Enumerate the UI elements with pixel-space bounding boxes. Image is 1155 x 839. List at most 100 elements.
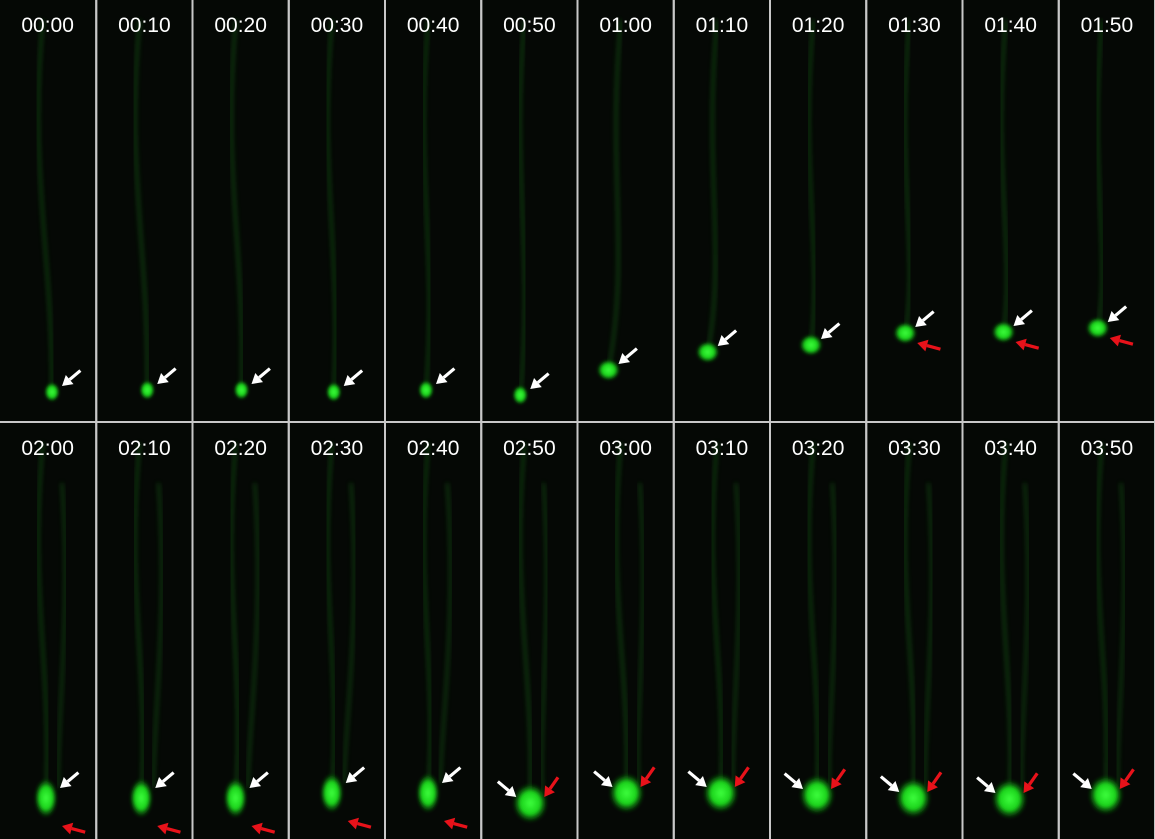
- fluorescent-blob: [609, 773, 645, 813]
- panel-content: [482, 0, 576, 421]
- fluorescent-blob: [34, 778, 58, 818]
- frame-panel: 02:20: [194, 423, 288, 839]
- timestamp-label: 03:50: [1081, 437, 1134, 460]
- frame-panel: 03:40: [964, 423, 1058, 839]
- frame-panel: 00:40: [386, 0, 480, 421]
- fluorescent-blob: [799, 775, 835, 815]
- panel-content: [1060, 0, 1154, 421]
- timestamp-label: 02:10: [118, 437, 171, 460]
- frame-panel: 02:30: [290, 423, 384, 839]
- panel-background: [675, 0, 769, 421]
- timestamp-label: 00:30: [311, 14, 364, 37]
- fluorescent-blob: [224, 778, 248, 818]
- frame-panel: 02:00: [0, 423, 95, 839]
- panel-background: [482, 423, 576, 839]
- timestamp-label: 00:50: [503, 14, 556, 37]
- fluorescent-blob: [512, 783, 548, 823]
- fluorescent-blob: [1088, 775, 1124, 815]
- frame-panel: 03:00: [579, 423, 673, 839]
- panel-background: [194, 423, 288, 839]
- timestamp-label: 01:50: [1081, 14, 1134, 37]
- panel-background: [97, 423, 191, 839]
- panel-content: [579, 423, 673, 839]
- frame-panel: 00:20: [194, 0, 288, 421]
- fluorescent-blob: [992, 779, 1028, 819]
- panel-content: [771, 423, 865, 839]
- panel-content: [1060, 423, 1154, 839]
- frame-panel: 01:30: [867, 0, 961, 421]
- panel-content: [290, 0, 384, 421]
- timestamp-label: 03:30: [888, 437, 941, 460]
- panel-content: [964, 0, 1058, 421]
- panel-content: [964, 423, 1058, 839]
- panel-content: [867, 0, 961, 421]
- fluorescent-blob: [703, 773, 739, 813]
- timestamp-label: 02:50: [503, 437, 556, 460]
- frame-panel: 02:40: [386, 423, 480, 839]
- panel-background: [771, 0, 865, 421]
- fluorescent-blob: [418, 380, 434, 400]
- timestamp-label: 01:10: [696, 14, 749, 37]
- fluorescent-blob: [326, 382, 342, 402]
- timestamp-label: 02:00: [21, 437, 74, 460]
- fluorescent-blob: [696, 341, 720, 363]
- frame-panel: 01:20: [771, 0, 865, 421]
- timestamp-label: 03:40: [984, 437, 1037, 460]
- frame-panel: 03:20: [771, 423, 865, 839]
- panel-content: [97, 0, 191, 421]
- fluorescent-blob: [597, 359, 621, 381]
- timestamp-label: 01:00: [599, 14, 652, 37]
- fluorescent-blob: [799, 334, 823, 356]
- panel-content: [194, 0, 288, 421]
- panel-background: [1060, 0, 1154, 421]
- panel-content: [579, 0, 673, 421]
- panel-background: [97, 0, 191, 421]
- panel-content: [194, 423, 288, 839]
- timestamp-label: 00:10: [118, 14, 171, 37]
- frame-panel: 01:50: [1060, 0, 1154, 421]
- timestamp-label: 00:40: [407, 14, 460, 37]
- frame-panel: 00:50: [482, 0, 576, 421]
- panel-content: [675, 423, 769, 839]
- fluorescent-blob: [44, 382, 60, 402]
- timestamp-label: 03:20: [792, 437, 845, 460]
- frame-panel: 02:50: [482, 423, 576, 839]
- timestamp-label: 03:10: [696, 437, 749, 460]
- timestamp-label: 03:00: [599, 437, 652, 460]
- fluorescent-blob: [512, 385, 528, 405]
- panel-content: [97, 423, 191, 839]
- panel-content: [290, 423, 384, 839]
- panel-content: [482, 423, 576, 839]
- frame-panel: 01:10: [675, 0, 769, 421]
- timestamp-label: 02:40: [407, 437, 460, 460]
- timestamp-label: 01:30: [888, 14, 941, 37]
- frame-panel: 00:30: [290, 0, 384, 421]
- fluorescent-blob: [1086, 317, 1110, 339]
- panel-background: [964, 0, 1058, 421]
- timestamp-label: 00:20: [214, 14, 267, 37]
- fluorescent-blob: [129, 778, 153, 818]
- panel-content: [386, 0, 480, 421]
- frame-panel: 03:50: [1060, 423, 1154, 839]
- frame-panel: 00:10: [97, 0, 191, 421]
- fluorescent-blob: [416, 773, 440, 813]
- panel-content: [867, 423, 961, 839]
- timestamp-label: 02:20: [214, 437, 267, 460]
- frame-panel: 02:10: [97, 423, 191, 839]
- panel-background: [867, 0, 961, 421]
- panel-background: [0, 0, 95, 421]
- timestamp-label: 00:00: [21, 14, 74, 37]
- panel-content: [0, 423, 95, 839]
- frame-panel: 00:00: [0, 0, 95, 421]
- timestamp-label: 01:20: [792, 14, 845, 37]
- frame-panel: 03:10: [675, 423, 769, 839]
- frame-panel: 03:30: [867, 423, 961, 839]
- panel-background: [290, 0, 384, 421]
- timestamp-label: 01:40: [984, 14, 1037, 37]
- fluorescent-blob: [234, 380, 250, 400]
- panel-content: [675, 0, 769, 421]
- panel-content: [386, 423, 480, 839]
- fluorescent-blob: [992, 321, 1016, 343]
- panel-content: [0, 0, 95, 421]
- frame-panel: 01:00: [579, 0, 673, 421]
